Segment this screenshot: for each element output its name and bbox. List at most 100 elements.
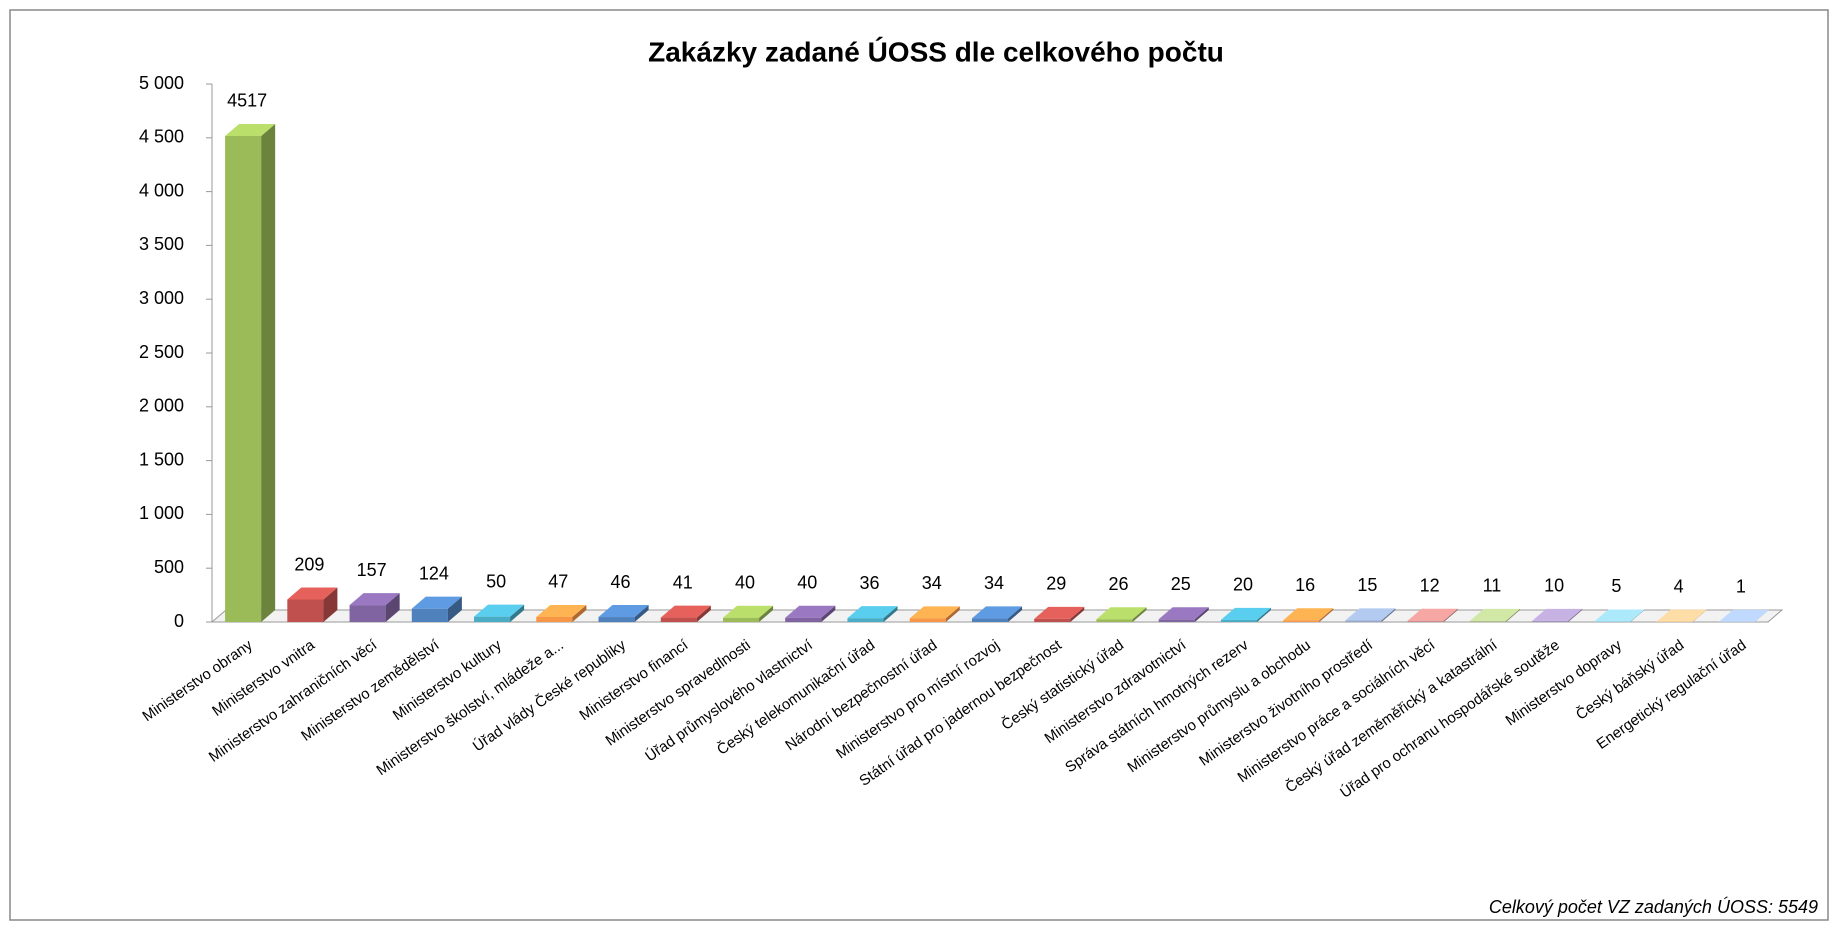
bar-side (1630, 609, 1645, 622)
bar-top (722, 605, 774, 618)
value-label: 46 (611, 572, 631, 592)
y-tick-label: 2 000 (139, 396, 184, 416)
chart-title: Zakázky zadané ÚOSS dle celkového počtu (648, 36, 1224, 67)
value-label: 16 (1295, 575, 1315, 595)
bar-side (759, 605, 774, 622)
bar-top (1594, 609, 1645, 622)
bar-top (411, 596, 462, 609)
bar-side (1443, 608, 1458, 622)
bar-side (1692, 609, 1707, 622)
bar (598, 617, 635, 622)
value-label: 47 (548, 572, 568, 592)
value-label: 36 (860, 573, 880, 593)
bar-side (1319, 608, 1334, 622)
bar (785, 617, 822, 622)
y-tick-label: 5 000 (139, 73, 184, 93)
bar-top (971, 606, 1023, 619)
bar-top (847, 606, 898, 619)
value-label: 34 (984, 573, 1004, 593)
value-label: 209 (294, 554, 324, 574)
bar-top (1718, 609, 1769, 622)
bar (1594, 621, 1631, 622)
bar (1532, 620, 1569, 622)
bar (1283, 620, 1320, 622)
y-tick-label: 3 000 (139, 288, 184, 308)
bar (349, 605, 386, 622)
bar-top (1345, 608, 1396, 621)
value-label: 34 (922, 573, 942, 593)
value-label: 15 (1357, 575, 1377, 595)
value-label: 4517 (227, 91, 267, 111)
bar-side (1754, 609, 1769, 622)
bar-side (1505, 608, 1520, 622)
bar-top (785, 605, 836, 618)
bar-top (1096, 607, 1147, 620)
bar-side (945, 606, 960, 622)
bar-side (1257, 607, 1272, 622)
value-label: 41 (673, 572, 693, 592)
bar (909, 618, 946, 622)
bar-top (474, 604, 525, 617)
bar-side (1194, 607, 1209, 622)
bar-side (261, 123, 276, 623)
bar (971, 618, 1009, 622)
bar-top (1469, 608, 1520, 621)
value-label: 4 (1674, 576, 1684, 596)
bar-side (1381, 608, 1396, 622)
bar (1096, 619, 1133, 622)
bar-side (1568, 608, 1583, 622)
bar-side (572, 604, 587, 622)
value-label: 20 (1233, 575, 1253, 595)
y-tick-label: 2 500 (139, 342, 184, 362)
bar (722, 617, 760, 622)
bar (1407, 620, 1444, 622)
bar-top (225, 123, 276, 136)
bar-top (287, 587, 338, 600)
bar-side (323, 587, 338, 622)
bar-side (1132, 607, 1147, 622)
value-label: 1 (1736, 577, 1746, 597)
value-label: 5 (1611, 576, 1621, 596)
bar-top (660, 605, 711, 618)
bar (536, 616, 573, 622)
value-label: 26 (1108, 574, 1128, 594)
value-label: 157 (357, 560, 387, 580)
value-label: 11 (1483, 576, 1502, 596)
value-label: 25 (1171, 574, 1191, 594)
y-tick-label: 4 000 (139, 180, 184, 200)
bar (1158, 619, 1195, 622)
bar (1034, 618, 1071, 622)
bar-side (1008, 606, 1023, 622)
y-tick-label: 0 (174, 611, 184, 631)
value-label: 10 (1544, 576, 1564, 596)
bar-side (821, 605, 836, 622)
bar-side (696, 605, 711, 622)
bar (660, 617, 697, 622)
value-label: 12 (1420, 575, 1440, 595)
bar-top (1158, 607, 1209, 620)
y-tick-label: 1 500 (139, 449, 184, 469)
bar (1220, 619, 1258, 622)
value-label: 124 (419, 563, 449, 583)
value-label: 50 (486, 571, 506, 591)
y-tick-label: 4 500 (139, 127, 184, 147)
bar-side (447, 596, 462, 622)
chart-frame (9, 9, 1829, 921)
bar-side (883, 606, 898, 622)
y-tick-label: 1 000 (139, 503, 184, 523)
bar-top (598, 605, 649, 618)
bar (287, 599, 324, 622)
annotation: Celkový počet VZ zadaných ÚOSS: 5549 (1489, 896, 1818, 917)
bar (847, 618, 884, 622)
bar (411, 608, 448, 622)
bar-side (385, 593, 400, 622)
y-tick-label: 3 500 (139, 234, 184, 254)
bar (1469, 620, 1506, 622)
bar-top (349, 593, 400, 606)
bar-top (1656, 609, 1707, 622)
bar-top (909, 606, 960, 619)
value-label: 40 (797, 572, 817, 592)
bar-top (1283, 608, 1334, 621)
bar-top (1407, 608, 1458, 621)
